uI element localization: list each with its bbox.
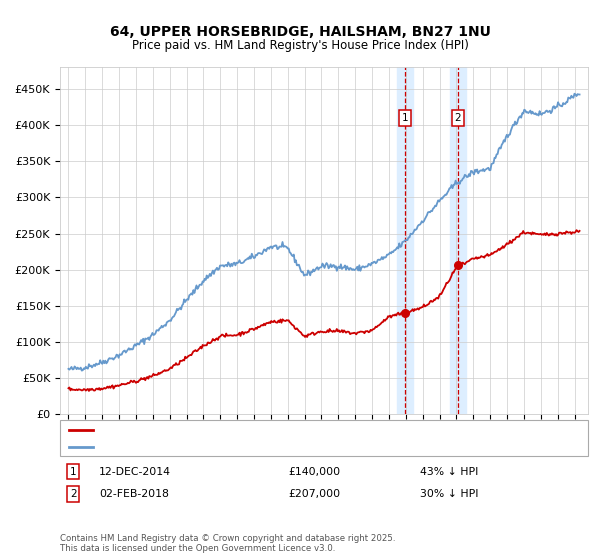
Text: £207,000: £207,000: [288, 489, 340, 499]
Text: 1: 1: [70, 466, 77, 477]
Text: 02-FEB-2018: 02-FEB-2018: [99, 489, 169, 499]
Bar: [397, 67, 413, 414]
Text: 2: 2: [70, 489, 77, 499]
Text: Price paid vs. HM Land Registry's House Price Index (HPI): Price paid vs. HM Land Registry's House …: [131, 39, 469, 52]
Text: 2: 2: [455, 113, 461, 123]
Text: Contains HM Land Registry data © Crown copyright and database right 2025.
This d: Contains HM Land Registry data © Crown c…: [60, 534, 395, 553]
Text: HPI: Average price, semi-detached house, Wealden: HPI: Average price, semi-detached house,…: [97, 442, 364, 452]
Text: 1: 1: [401, 113, 408, 123]
Text: 12-DEC-2014: 12-DEC-2014: [99, 466, 171, 477]
Bar: [449, 67, 466, 414]
Text: 64, UPPER HORSEBRIDGE, HAILSHAM, BN27 1NU (semi-detached house): 64, UPPER HORSEBRIDGE, HAILSHAM, BN27 1N…: [97, 425, 474, 435]
Text: £140,000: £140,000: [288, 466, 340, 477]
Text: 30% ↓ HPI: 30% ↓ HPI: [420, 489, 479, 499]
Text: 64, UPPER HORSEBRIDGE, HAILSHAM, BN27 1NU: 64, UPPER HORSEBRIDGE, HAILSHAM, BN27 1N…: [110, 25, 490, 39]
Text: 43% ↓ HPI: 43% ↓ HPI: [420, 466, 478, 477]
